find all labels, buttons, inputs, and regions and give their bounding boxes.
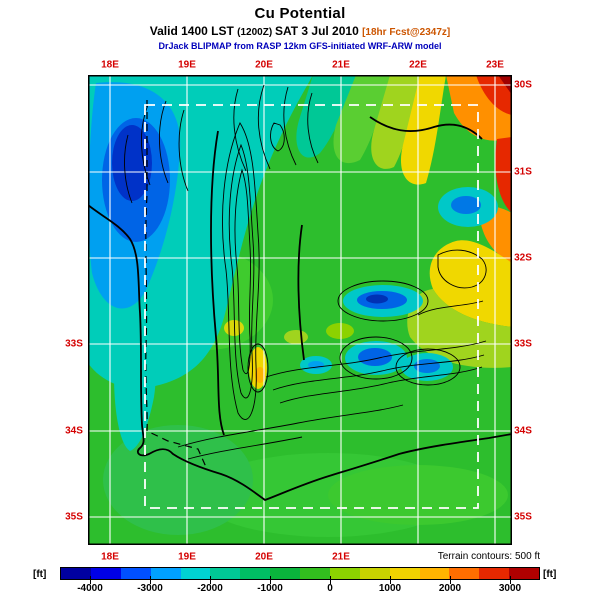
axis-label-top-20e: 20E: [255, 59, 273, 71]
plot-title: Cu Potential: [254, 5, 346, 22]
terrain-contours-note: Terrain contours: 500 ft: [437, 551, 540, 562]
colorbar-segment-3: [150, 568, 181, 579]
valid-date: SAT 3 Jul 2010: [274, 24, 363, 38]
colorbar-tick-label--3000: -3000: [137, 583, 163, 594]
colorbar-tick--3000: [150, 576, 151, 584]
inner-domain-boundary: [144, 104, 479, 509]
valid-zulu-time: (1200Z): [237, 27, 275, 38]
colorbar-tick-label-0: 0: [327, 583, 333, 594]
axis-label-left-34s: 34S: [65, 425, 83, 437]
colorbar-tick-3000: [510, 576, 511, 584]
colorbar-segment-1: [90, 568, 121, 579]
axis-label-right-32s: 32S: [514, 252, 532, 264]
axis-label-top-23e: 23E: [486, 59, 504, 71]
axis-label-top-18e: 18E: [101, 59, 119, 71]
colorbar-tick--4000: [90, 576, 91, 584]
colorbar-tick-label--1000: -1000: [257, 583, 283, 594]
colorbar-unit-right: [ft]: [543, 569, 557, 580]
coastline: [87, 204, 513, 502]
bold-contours: [210, 116, 483, 436]
map-border: [88, 75, 512, 545]
colorbar-segment-14: [479, 568, 510, 579]
forecast-tag: [18hr Fcst@2347z]: [362, 27, 451, 38]
cu-potential-map: [87, 75, 513, 545]
colorbar-tick-1000: [390, 576, 391, 584]
colorbar-segment-13: [449, 568, 480, 579]
colorbar-tick-label--2000: -2000: [197, 583, 223, 594]
axis-label-right-35s: 35S: [514, 511, 532, 523]
axis-label-left-35s: 35S: [65, 511, 83, 523]
axis-label-bottom-18e: 18E: [101, 551, 119, 563]
colorbar-segment-10: [359, 568, 390, 579]
axis-label-left-33s: 33S: [65, 338, 83, 350]
colorbar-segment-5: [210, 568, 241, 579]
axis-label-top-19e: 19E: [178, 59, 196, 71]
colorbar-segment-7: [270, 568, 300, 579]
map-frame: [87, 75, 513, 545]
colorbar-tick-2000: [450, 576, 451, 584]
axis-label-bottom-20e: 20E: [255, 551, 273, 563]
colorbar-segment-9: [329, 568, 360, 579]
axis-label-right-34s: 34S: [514, 425, 532, 437]
colorbar-segment-8: [300, 568, 330, 579]
axis-label-bottom-21e: 21E: [332, 551, 350, 563]
model-source-line: DrJack BLIPMAP from RASP 12km GFS-initia…: [158, 41, 442, 51]
axis-label-top-21e: 21E: [332, 59, 350, 71]
colorbar-unit-left: [ft]: [33, 569, 47, 580]
colorbar-segment-4: [180, 568, 211, 579]
latlon-grid: [88, 75, 512, 545]
axis-label-right-30s: 30S: [514, 79, 532, 91]
colorbar-segment-12: [419, 568, 450, 579]
valid-time-line: Valid 1400 LST (1200Z) SAT 3 Jul 2010 [1…: [0, 24, 600, 38]
colorbar-tick-label-3000: 3000: [498, 583, 522, 594]
valid-prefix: Valid 1400 LST: [149, 24, 238, 38]
colorbar-segment-15: [509, 568, 539, 579]
colorbar-segment-2: [120, 568, 151, 579]
colorbar-tick--1000: [270, 576, 271, 584]
colorbar-tick-label-2000: 2000: [438, 583, 462, 594]
colorbar-tick-0: [330, 576, 331, 584]
colorbar-segment-0: [61, 568, 91, 579]
colorbar-tick-label--4000: -4000: [77, 583, 103, 594]
axis-label-bottom-19e: 19E: [178, 551, 196, 563]
colorbar-segment-6: [240, 568, 271, 579]
colorbar: [60, 567, 540, 580]
axis-label-right-33s: 33S: [514, 338, 532, 350]
axis-label-right-31s: 31S: [514, 166, 532, 178]
colorbar-tick-label-1000: 1000: [378, 583, 402, 594]
colorbar-segment-11: [389, 568, 420, 579]
colorbar-tick--2000: [210, 576, 211, 584]
dashed-contour: [145, 100, 207, 468]
axis-label-top-22e: 22E: [409, 59, 427, 71]
